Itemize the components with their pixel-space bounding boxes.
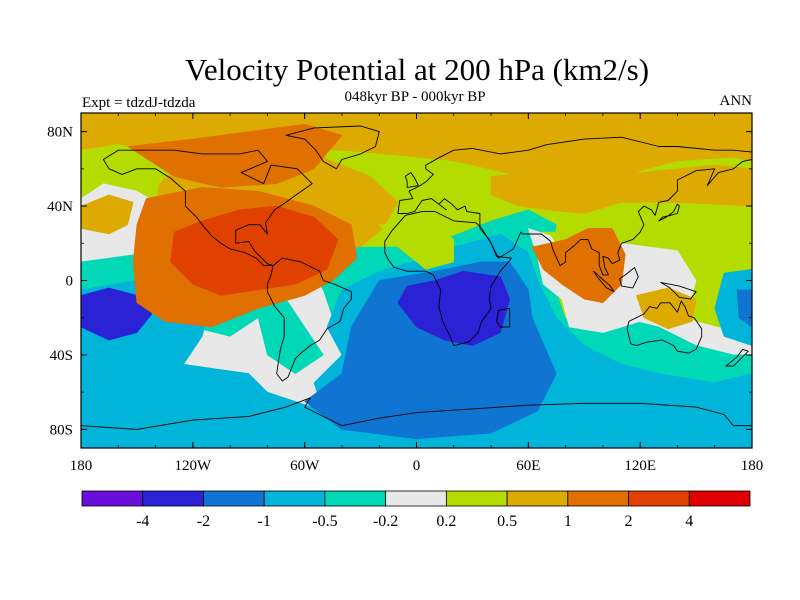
coastline-8	[593, 270, 615, 293]
colorbar-label: -4	[136, 513, 149, 530]
colorbar-swatch	[81, 490, 144, 507]
x-tick-label: 180	[741, 458, 764, 474]
x-tick-label: 60E	[516, 458, 540, 474]
y-tick-label: 40N	[47, 199, 73, 215]
y-tick-label: 80S	[50, 422, 73, 438]
coastline-9	[619, 267, 639, 289]
colorbar-swatch	[263, 490, 326, 507]
coastline-0	[102, 149, 313, 267]
x-tick-label: 120W	[174, 458, 212, 474]
colorbar-swatch	[445, 490, 508, 507]
x-axis: 180 120W 60W 0 60E 120E 180	[70, 113, 764, 474]
colorbar-label: 4	[685, 513, 693, 530]
colorbar-label: 0.2	[436, 513, 456, 530]
colorbar-label: 2	[625, 513, 633, 530]
coastline-3	[384, 211, 513, 347]
contour-region-3	[490, 164, 752, 214]
x-tick-label: 120E	[624, 458, 656, 474]
colorbar-label: 0.5	[497, 513, 517, 530]
colorbar-swatch	[506, 490, 569, 507]
colorbar-label: -0.2	[373, 513, 398, 530]
contour-region-21	[736, 289, 752, 328]
colorbar-label: -1	[258, 513, 271, 530]
colorbar-swatch	[324, 490, 387, 507]
coastline-12	[404, 172, 419, 188]
coastline-6	[81, 397, 752, 448]
colorbar-label: -2	[197, 513, 210, 530]
contour-region-10	[81, 287, 153, 341]
y-axis: 80N 40N 0 40S 80S	[47, 125, 752, 438]
colorbar: -4 -2 -1 -0.5 -0.2 0.2 0.5 1 2 4	[81, 490, 751, 530]
x-tick-label: 60W	[290, 458, 320, 474]
contour-region-12	[378, 224, 455, 270]
chart-title: Velocity Potential at 200 hPa (km2/s)	[185, 52, 649, 87]
contour-fill-layer	[81, 113, 752, 448]
contour-region-11	[397, 270, 511, 346]
contour-region-20	[714, 268, 752, 346]
y-tick-label: 80N	[47, 125, 73, 141]
colorbar-swatch	[142, 490, 204, 507]
coastline-layer	[81, 125, 752, 448]
colorbar-label: -0.5	[312, 513, 337, 530]
coastline-5	[626, 300, 703, 354]
colorbar-swatch	[385, 490, 447, 507]
x-tick-label: 0	[413, 458, 421, 474]
coastline-11	[658, 203, 680, 222]
chart-subtitle-right: ANN	[720, 93, 753, 109]
x-tick-label: 180	[70, 458, 93, 474]
colorbar-swatch	[567, 490, 629, 507]
y-tick-label: 40S	[50, 348, 73, 364]
contour-region-5	[81, 194, 134, 235]
colorbar-swatch	[628, 490, 690, 507]
coastline-13	[725, 348, 749, 367]
colorbar-label: 1	[564, 513, 572, 530]
y-tick-label: 0	[66, 274, 74, 290]
colorbar-swatch	[203, 490, 265, 507]
chart-subtitle-left: Expt = tdzdJ-tdzda	[82, 95, 196, 111]
contour-region-13	[127, 123, 343, 188]
coastline-7	[496, 307, 511, 328]
chart-subtitle-center: 048kyr BP - 000kyr BP	[344, 89, 485, 105]
coastline-2	[285, 125, 380, 170]
coastline-1	[266, 257, 352, 382]
contour-region-19	[636, 287, 697, 330]
map-area	[81, 113, 752, 448]
coastline-4	[397, 136, 752, 276]
colorbar-swatch	[688, 490, 751, 507]
coastline-10	[660, 281, 697, 300]
